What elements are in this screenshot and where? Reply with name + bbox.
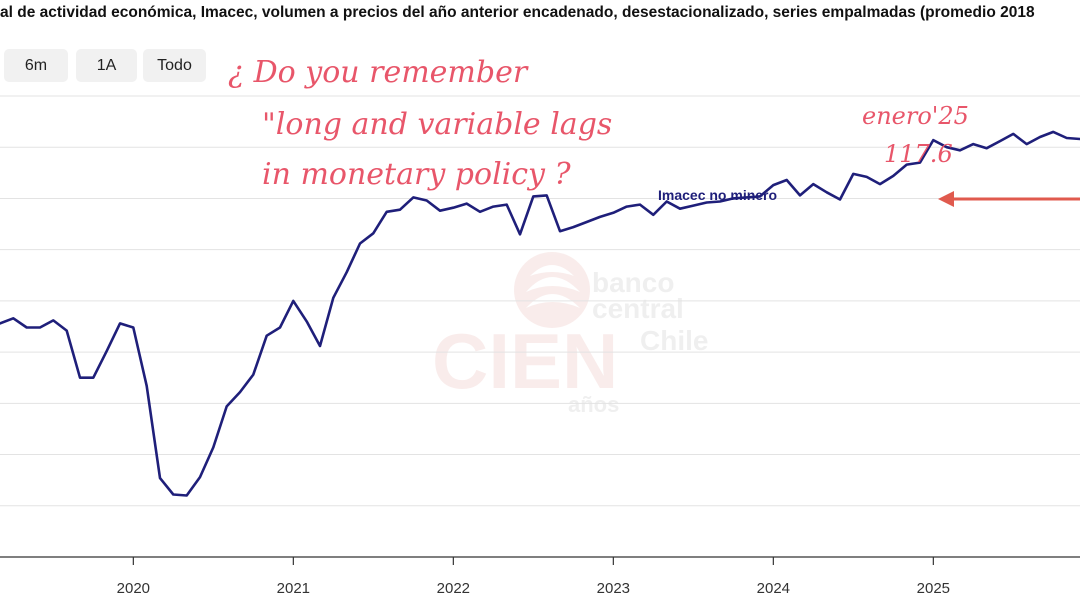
banco-central-logo-icon bbox=[514, 252, 590, 328]
watermark-line3: Chile bbox=[640, 325, 708, 356]
series-line-imacec-no-minero bbox=[0, 130, 1080, 497]
x-tick-label: 2024 bbox=[757, 580, 790, 597]
range-6m-button[interactable]: 6m bbox=[4, 49, 68, 82]
x-tick-label: 2022 bbox=[437, 580, 470, 597]
x-tick-label: 2020 bbox=[117, 580, 150, 597]
x-axis: 2020 2021 2022 2023 2024 2025 bbox=[117, 557, 950, 597]
watermark-small: años bbox=[568, 392, 619, 417]
x-tick-label: 2023 bbox=[597, 580, 630, 597]
arrow-icon bbox=[938, 191, 1080, 207]
watermark: banco central Chile CIEN años bbox=[432, 252, 708, 417]
range-1a-button[interactable]: 1A bbox=[76, 49, 137, 82]
note-line-2: "long and variable lags bbox=[262, 107, 612, 142]
point-label: enero'25 bbox=[862, 102, 969, 130]
range-todo-button[interactable]: Todo bbox=[143, 49, 206, 82]
watermark-line1: banco bbox=[592, 267, 674, 298]
chart-title: al de actividad económica, Imacec, volum… bbox=[0, 4, 1035, 21]
note-line-1: ¿ Do you remember bbox=[228, 55, 529, 90]
watermark-big: CIEN bbox=[432, 317, 618, 405]
handwritten-note: ¿ Do you remember "long and variable lag… bbox=[228, 55, 969, 192]
x-tick-label: 2021 bbox=[277, 580, 310, 597]
note-line-3: in monetary policy ? bbox=[262, 157, 572, 192]
watermark-line2: central bbox=[592, 293, 684, 324]
point-value: 117.6 bbox=[884, 140, 953, 168]
grid bbox=[0, 95, 1080, 558]
x-tick-label: 2025 bbox=[917, 580, 950, 597]
series-label: Imacec no minero bbox=[658, 187, 777, 203]
